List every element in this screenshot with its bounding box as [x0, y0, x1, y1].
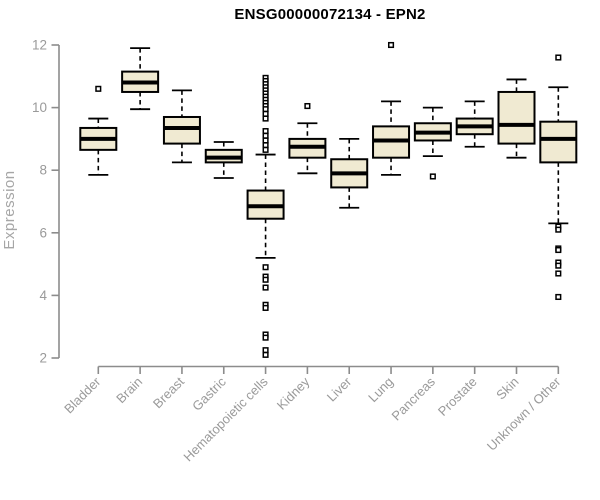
- outlier-point: [387, 41, 395, 49]
- outlier-point: [555, 293, 562, 301]
- y-tick-label: 10: [32, 100, 47, 115]
- x-tick-label: Lung: [365, 374, 396, 405]
- x-tick-label: Gastric: [189, 374, 229, 414]
- outlier-point: [262, 284, 269, 291]
- y-tick-label: 4: [39, 288, 47, 303]
- outlier-point: [262, 264, 269, 271]
- y-tick-label: 12: [32, 38, 47, 53]
- outlier-point: [262, 110, 269, 117]
- x-tick-label: Liver: [324, 374, 355, 405]
- box-pancreas: [413, 106, 452, 180]
- outlier-point: [262, 304, 269, 311]
- y-tick-label: 2: [39, 351, 47, 366]
- outlier-point: [429, 173, 436, 180]
- x-tick-label: Bladder: [61, 374, 104, 417]
- box-skin: [497, 78, 536, 159]
- outlier-point: [262, 334, 269, 341]
- box-prostate: [455, 100, 494, 148]
- outlier-point: [262, 132, 269, 139]
- outlier-point: [262, 115, 269, 122]
- x-tick-label: Kidney: [274, 374, 313, 413]
- iqr-box: [539, 120, 578, 164]
- x-tick-label: Unknown / Other: [484, 374, 564, 454]
- iqr-box: [162, 115, 201, 145]
- x-tick-label: Breast: [150, 374, 187, 411]
- box-kidney: [288, 102, 327, 175]
- box-hematopoietic-cells: [246, 74, 285, 358]
- y-tick-label: 6: [39, 225, 47, 240]
- iqr-box: [497, 90, 536, 145]
- outlier-point: [555, 270, 562, 277]
- x-tick-label: Prostate: [435, 374, 480, 419]
- outlier-point: [262, 347, 269, 354]
- outlier-point: [555, 262, 562, 269]
- box-bladder: [79, 85, 118, 176]
- box-gastric: [204, 141, 243, 179]
- outlier-point: [262, 106, 269, 113]
- outlier-point: [262, 146, 269, 153]
- outlier-point: [555, 226, 562, 233]
- x-tick-label: Pancreas: [389, 374, 439, 424]
- box-liver: [330, 137, 369, 209]
- box-lung: [372, 41, 411, 176]
- x-tick-label: Brain: [113, 374, 145, 406]
- chart-title: ENSG00000072134 - EPN2: [234, 6, 426, 23]
- box-unknown-other: [539, 54, 578, 301]
- box-breast: [162, 89, 201, 164]
- outlier-point: [95, 85, 102, 92]
- outlier-point: [304, 102, 311, 110]
- outlier-point: [555, 54, 562, 61]
- y-axis: 2 4 6 8 10 12: [32, 38, 60, 366]
- y-tick-label: 8: [39, 163, 47, 178]
- x-tick-label: Skin: [493, 374, 521, 402]
- outlier-point: [262, 142, 269, 149]
- outlier-point: [262, 137, 269, 144]
- outlier-point: [262, 351, 269, 358]
- outlier-point: [262, 276, 269, 283]
- outlier-point: [555, 246, 562, 254]
- outlier-point: [262, 128, 269, 135]
- box-brain: [121, 47, 160, 111]
